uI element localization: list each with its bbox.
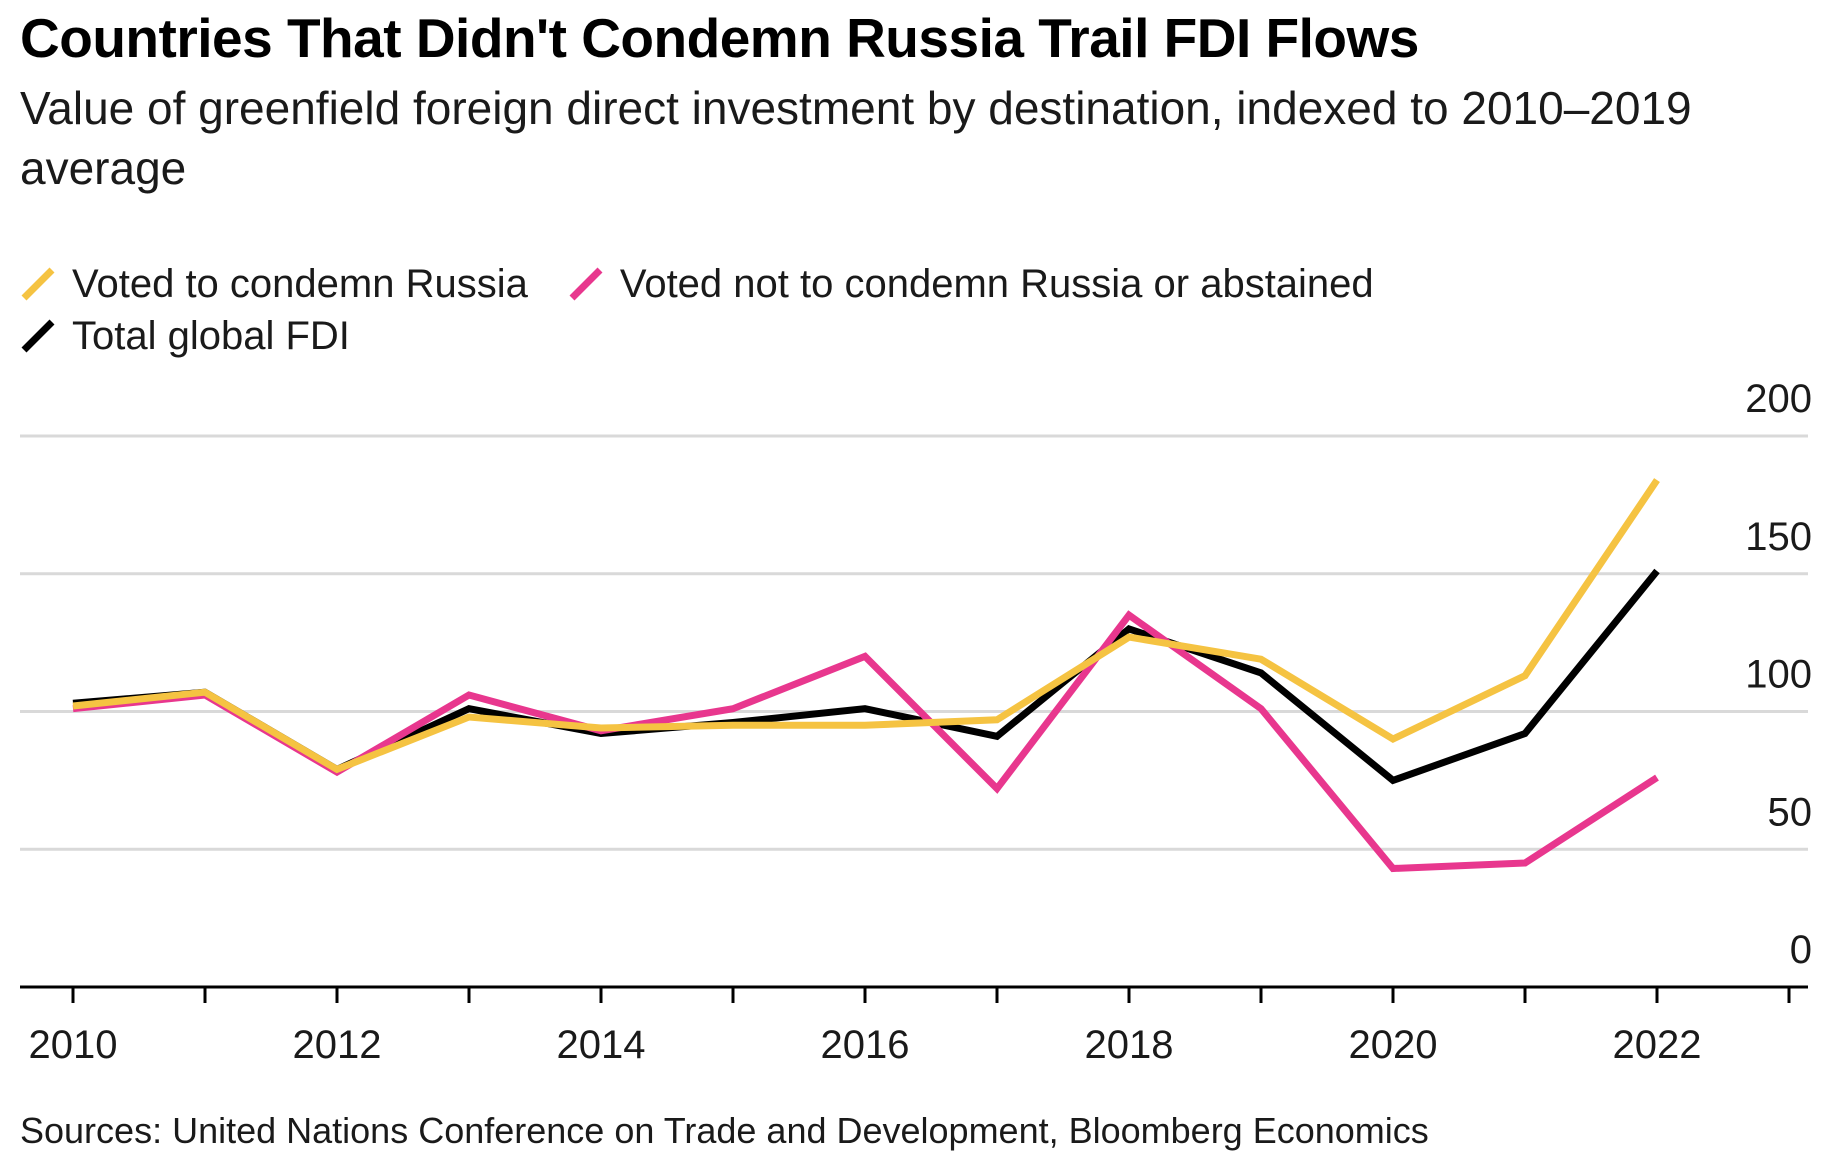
series-line-total <box>72 568 1660 785</box>
chart-legend: Voted to condemn Russia Voted not to con… <box>20 258 1800 362</box>
legend-swatch-condemn <box>21 267 55 301</box>
x-tick-label-2016: 2016 <box>821 1023 910 1067</box>
x-tick-label-2022: 2022 <box>1613 1023 1702 1067</box>
x-tick-label-2014: 2014 <box>557 1023 646 1067</box>
x-axis <box>20 985 1808 1003</box>
series-line-condemn <box>72 478 1660 774</box>
x-tick-label-2012: 2012 <box>293 1023 382 1067</box>
legend-swatch-total <box>21 319 55 353</box>
legend-swatch-not-condemn-mark <box>569 267 603 301</box>
legend-row-2: Total global FDI <box>20 310 1800 362</box>
legend-item-not-condemn: Voted not to condemn Russia or abstained <box>568 258 1374 310</box>
legend-label-total: Total global FDI <box>72 314 350 358</box>
legend-swatch-total-mark <box>21 319 55 353</box>
y-tick-label-0: 0 <box>1790 928 1812 972</box>
legend-label-condemn: Voted to condemn Russia <box>72 262 528 306</box>
source-note: Sources: United Nations Conference on Tr… <box>20 1110 1429 1151</box>
legend-swatch-not-condemn <box>569 267 603 301</box>
series-line-not_condemn <box>72 610 1659 873</box>
y-tick-label-150: 150 <box>1745 515 1812 559</box>
x-tick-labels: 2010 2012 2014 2016 2018 2020 2022 <box>29 1023 1702 1067</box>
legend-item-condemn: Voted to condemn Russia <box>20 258 528 310</box>
x-tick-label-2020: 2020 <box>1349 1023 1438 1067</box>
series-lines <box>72 478 1660 873</box>
legend-swatch-condemn-mark <box>21 267 55 301</box>
y-tick-label-200: 200 <box>1745 377 1812 421</box>
y-tick-label-100: 100 <box>1745 653 1812 697</box>
x-tick-label-2010: 2010 <box>29 1023 118 1067</box>
legend-label-not-condemn: Voted not to condemn Russia or abstained <box>619 262 1374 306</box>
y-tick-labels: 0 50 100 150 200 <box>1745 377 1812 972</box>
x-tick-label-2018: 2018 <box>1085 1023 1174 1067</box>
legend-row-1: Voted to condemn Russia Voted not to con… <box>20 258 1800 310</box>
grid-lines <box>20 434 1808 851</box>
legend-item-total: Total global FDI <box>20 310 350 362</box>
chart-title: Countries That Didn't Condemn Russia Tra… <box>20 7 1419 69</box>
y-tick-label-50: 50 <box>1768 790 1813 834</box>
chart-subtitle: Value of greenfield foreign direct inves… <box>20 82 1692 194</box>
